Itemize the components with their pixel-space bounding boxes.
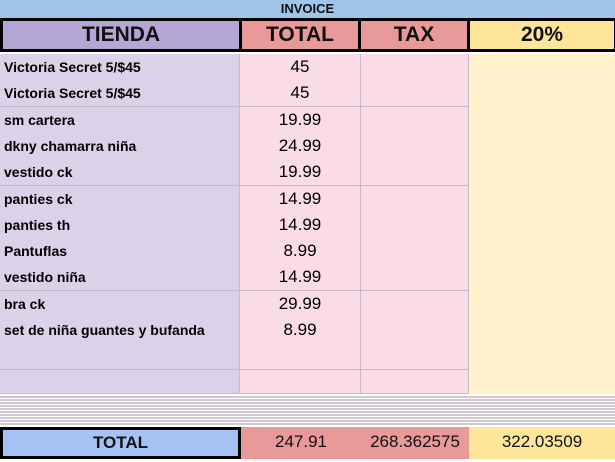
cell-pct[interactable] — [469, 54, 615, 81]
cell-pct[interactable] — [469, 106, 615, 134]
cell-tienda[interactable]: Pantuflas — [0, 238, 240, 266]
cell-pct[interactable] — [469, 290, 615, 318]
cell-pct[interactable] — [469, 132, 615, 160]
cell-tienda[interactable]: sm cartera — [0, 106, 240, 134]
cell-tax[interactable] — [361, 238, 469, 266]
header-pct[interactable]: 20% — [467, 18, 615, 52]
cell-pct[interactable] — [469, 317, 615, 344]
header-total[interactable]: TOTAL — [239, 18, 361, 52]
cell-total[interactable]: 45 — [240, 54, 361, 81]
cell-tax[interactable] — [361, 343, 469, 371]
table-row — [0, 369, 615, 394]
cell-tax[interactable] — [361, 369, 469, 394]
cell-total[interactable]: 8.99 — [240, 317, 361, 344]
cell-total[interactable]: 19.99 — [240, 159, 361, 187]
cell-tienda[interactable]: panties th — [0, 211, 240, 239]
table-row: vestido niña 14.99 — [0, 264, 615, 292]
cell-total[interactable]: 19.99 — [240, 106, 361, 134]
table-row: dkny chamarra niña 24.99 — [0, 132, 615, 160]
cell-tax[interactable] — [361, 132, 469, 160]
cell-tienda[interactable]: Victoria Secret 5/$45 — [0, 80, 240, 108]
table-row: sm cartera 19.99 — [0, 106, 615, 134]
table-row: bra ck 29.99 — [0, 290, 615, 318]
header-tienda[interactable]: TIENDA — [0, 18, 242, 52]
table-row: Victoria Secret 5/$45 45 — [0, 80, 615, 108]
cell-total[interactable]: 29.99 — [240, 290, 361, 318]
cell-tax[interactable] — [361, 264, 469, 292]
invoice-title: INVOICE — [0, 0, 615, 18]
table-row: Victoria Secret 5/$45 45 — [0, 54, 615, 81]
table-row: panties ck 14.99 — [0, 185, 615, 213]
cell-total[interactable]: 14.99 — [240, 185, 361, 213]
cell-tienda[interactable]: bra ck — [0, 290, 240, 318]
cell-tienda[interactable]: panties ck — [0, 185, 240, 213]
table-row: vestido ck 19.99 — [0, 159, 615, 187]
cell-pct[interactable] — [469, 159, 615, 187]
table-row: panties th 14.99 — [0, 211, 615, 239]
cell-tax[interactable] — [361, 211, 469, 239]
cell-pct[interactable] — [469, 343, 615, 371]
cell-pct[interactable] — [469, 185, 615, 213]
cell-tienda[interactable]: vestido ck — [0, 159, 240, 187]
header-tax[interactable]: TAX — [358, 18, 470, 52]
cell-total[interactable] — [240, 369, 361, 394]
cell-pct[interactable] — [469, 211, 615, 239]
cell-pct[interactable] — [469, 369, 615, 394]
total-label[interactable]: TOTAL — [0, 427, 241, 459]
cell-tax[interactable] — [361, 317, 469, 344]
cell-total[interactable]: 14.99 — [240, 211, 361, 239]
cell-tienda[interactable]: Victoria Secret 5/$45 — [0, 54, 240, 81]
cell-total[interactable]: 24.99 — [240, 132, 361, 160]
cell-pct[interactable] — [469, 80, 615, 108]
cell-pct[interactable] — [469, 264, 615, 292]
cell-tienda[interactable]: dkny chamarra niña — [0, 132, 240, 160]
cell-tienda[interactable] — [0, 343, 240, 371]
table-row — [0, 343, 615, 371]
collapsed-rows — [0, 395, 615, 426]
cell-tax[interactable] — [361, 290, 469, 318]
cell-total[interactable] — [240, 343, 361, 371]
cell-tienda[interactable]: vestido niña — [0, 264, 240, 292]
cell-total[interactable]: 14.99 — [240, 264, 361, 292]
cell-total[interactable]: 8.99 — [240, 238, 361, 266]
total-tax[interactable]: 268.362575 — [361, 427, 469, 459]
table-row: set de niña guantes y bufanda 8.99 — [0, 317, 615, 344]
cell-tax[interactable] — [361, 159, 469, 187]
cell-total[interactable]: 45 — [240, 80, 361, 108]
total-pct[interactable]: 322.03509 — [469, 427, 615, 459]
cell-tax[interactable] — [361, 185, 469, 213]
cell-tienda[interactable] — [0, 369, 240, 394]
cell-tienda[interactable]: set de niña guantes y bufanda — [0, 317, 240, 344]
cell-tax[interactable] — [361, 80, 469, 108]
total-sum[interactable]: 247.91 — [241, 427, 361, 459]
cell-tax[interactable] — [361, 54, 469, 81]
cell-tax[interactable] — [361, 106, 469, 134]
table-row: Pantuflas 8.99 — [0, 238, 615, 266]
cell-pct[interactable] — [469, 238, 615, 266]
